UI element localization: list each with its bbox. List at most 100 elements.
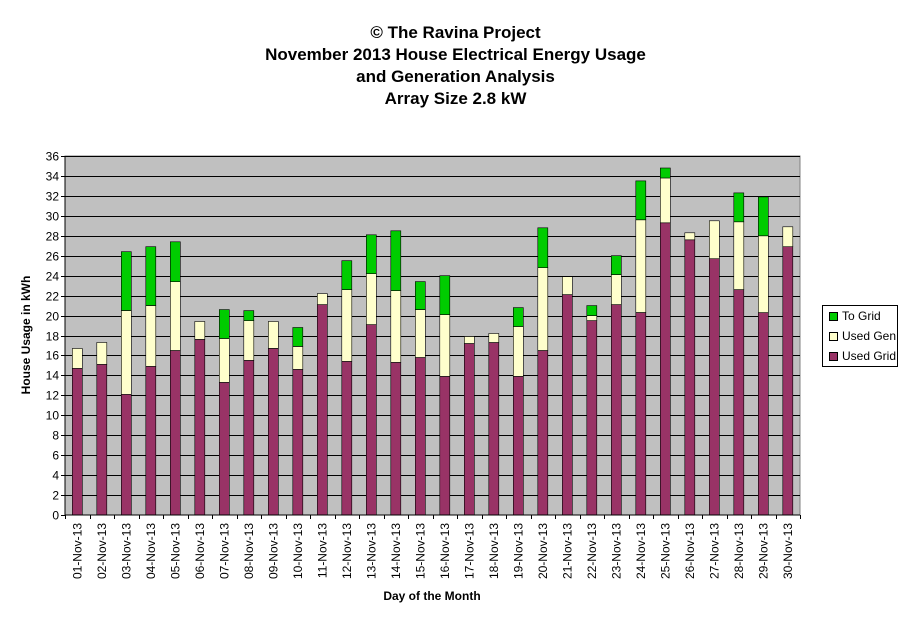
bar-used-gen <box>439 314 451 377</box>
x-tick-label: 08-Nov-13 <box>242 523 256 579</box>
y-axis-title: House Usage in kWh <box>19 276 33 395</box>
x-tick-label: 22-Nov-13 <box>585 523 599 579</box>
y-tick-label: 8 <box>52 429 59 443</box>
bar-used-grid <box>145 366 157 516</box>
y-tick-label: 26 <box>46 250 60 264</box>
bar-used-gen <box>782 226 794 248</box>
x-tick-label: 23-Nov-13 <box>609 523 623 579</box>
y-tick-label: 16 <box>46 349 60 363</box>
bar-used-gen <box>145 305 157 367</box>
y-tick-label: 18 <box>46 330 60 344</box>
y-tick-label: 4 <box>52 469 59 483</box>
x-tick-label: 20-Nov-13 <box>536 523 550 579</box>
x-tick-label: 15-Nov-13 <box>413 523 427 579</box>
bar-used-gen <box>659 177 671 224</box>
bar-to-grid <box>635 180 647 221</box>
y-tick-label: 10 <box>46 409 60 423</box>
bar-used-gen <box>341 289 353 362</box>
x-tick-label: 09-Nov-13 <box>266 523 280 579</box>
bar-used-gen <box>414 309 426 358</box>
x-tick-label: 12-Nov-13 <box>340 523 354 579</box>
bar-used-gen <box>121 310 132 395</box>
bar-used-grid <box>72 368 83 516</box>
legend-item-used-gen: Used Gen <box>829 329 896 343</box>
bar-to-grid <box>659 167 671 179</box>
bar-used-grid <box>267 348 279 516</box>
x-tick-label: 18-Nov-13 <box>487 523 501 579</box>
bar-used-grid <box>219 382 230 516</box>
x-tick-label: 21-Nov-13 <box>560 523 574 579</box>
bar-used-gen <box>733 221 745 290</box>
x-tick-label: 07-Nov-13 <box>217 523 231 579</box>
bar-used-grid <box>390 362 402 516</box>
bar-used-gen <box>463 336 475 344</box>
bar-to-grid <box>219 309 230 339</box>
bar-used-grid <box>341 361 353 516</box>
bar-to-grid <box>145 246 157 306</box>
y-tick-label: 28 <box>46 230 60 244</box>
bar-used-grid <box>537 350 549 516</box>
bar-to-grid <box>512 307 524 327</box>
bar-used-grid <box>365 324 377 516</box>
legend-label: To Grid <box>842 309 881 323</box>
x-axis-title: Day of the Month <box>383 589 480 603</box>
bar-to-grid <box>733 192 745 223</box>
bar-used-gen <box>96 342 108 365</box>
bar-to-grid <box>121 251 132 311</box>
bar-used-grid <box>170 350 181 516</box>
bar-used-grid <box>96 364 108 516</box>
x-tick-label: 05-Nov-13 <box>168 523 182 579</box>
bar-used-gen <box>708 220 720 260</box>
title-line: Array Size 2.8 kW <box>384 89 527 108</box>
bar-to-grid <box>365 234 377 275</box>
bar-to-grid <box>292 327 304 347</box>
y-tick-label: 2 <box>52 489 59 503</box>
x-tick-label: 25-Nov-13 <box>658 523 672 579</box>
bar-to-grid <box>537 227 549 269</box>
bar-used-gen <box>610 274 622 305</box>
bar-to-grid <box>610 255 622 275</box>
legend: To Grid Used Gen Used Grid <box>822 305 898 367</box>
bar-used-grid <box>659 222 671 516</box>
x-tick-label: 11-Nov-13 <box>315 523 329 578</box>
x-tick-label: 13-Nov-13 <box>364 523 378 579</box>
bar-used-grid <box>733 289 745 516</box>
x-tick-labels: 01-Nov-13 02-Nov-13 03-Nov-13 04-Nov-13 05-N… <box>65 515 801 579</box>
y-tick-label: 22 <box>46 290 60 304</box>
bar-used-grid <box>316 304 328 516</box>
bar-to-grid <box>390 230 402 291</box>
bar-to-grid <box>439 275 451 315</box>
legend-item-to-grid: To Grid <box>829 309 881 323</box>
bar-used-gen <box>170 281 181 351</box>
legend-label: Used Gen <box>842 329 897 343</box>
y-tick-label: 32 <box>46 190 60 204</box>
bar-used-gen <box>316 293 328 305</box>
x-tick-label: 03-Nov-13 <box>119 523 133 579</box>
bar-used-gen <box>488 333 500 343</box>
bar-used-grid <box>512 376 524 516</box>
legend-swatch <box>829 351 838 361</box>
bar-used-grid <box>488 342 500 516</box>
bar-used-grid <box>635 312 647 516</box>
x-tick-label: 16-Nov-13 <box>438 523 452 579</box>
y-tick-label: 30 <box>46 210 60 224</box>
bar-used-grid <box>610 304 622 516</box>
y-tick-label: 36 <box>46 150 60 164</box>
bar-used-grid <box>292 369 304 516</box>
legend-swatch <box>829 331 838 341</box>
x-tick-label: 06-Nov-13 <box>193 523 207 579</box>
x-tick-label: 28-Nov-13 <box>732 523 746 579</box>
bars <box>72 167 794 516</box>
x-tick-label: 29-Nov-13 <box>756 523 770 579</box>
bar-to-grid <box>414 281 426 310</box>
x-tick-label: 10-Nov-13 <box>291 523 305 579</box>
bar-used-gen <box>219 338 230 383</box>
bar-used-gen <box>194 321 206 340</box>
x-tick-label: 24-Nov-13 <box>634 523 648 579</box>
x-tick-label: 02-Nov-13 <box>95 523 109 579</box>
x-tick-label: 04-Nov-13 <box>144 523 158 579</box>
chart-title: © The Ravina Project November 2013 House… <box>0 22 911 110</box>
bar-to-grid <box>586 305 598 316</box>
bar-used-grid <box>561 294 573 516</box>
